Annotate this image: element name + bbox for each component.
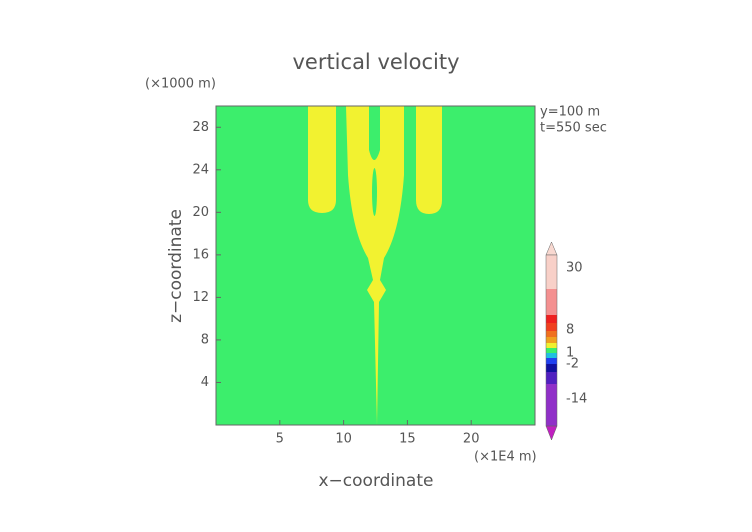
contour-field [215, 105, 536, 426]
y-tick-label: 24 [192, 162, 209, 177]
colorbar-segment [546, 255, 557, 289]
x-unit: (×1E4 m) [474, 450, 537, 465]
colorbar-segment [546, 372, 557, 384]
colorbar-segment [546, 337, 557, 343]
x-tick-label: 5 [276, 432, 284, 447]
region [416, 106, 442, 214]
y-tick-label: 12 [192, 290, 209, 305]
colorbar-arrow [545, 425, 558, 441]
y-tick-label: 28 [192, 120, 209, 135]
colorbar-segment [546, 358, 557, 364]
colorbar-tick-label: 30 [566, 261, 583, 276]
colorbar-segment [546, 348, 557, 353]
colorbar-segment [546, 364, 557, 372]
annotation: y=100 m [540, 105, 600, 120]
y-unit: (×1000 m) [145, 77, 216, 92]
colorbar-segment [546, 323, 557, 331]
y-axis-title: z−coordinate [166, 209, 186, 323]
region [372, 168, 377, 216]
colorbar-arrow [545, 241, 558, 256]
colorbar-segment [546, 289, 557, 315]
chart-title: vertical velocity [292, 50, 459, 74]
y-tick-label: 4 [201, 375, 209, 390]
x-tick-label: 10 [335, 432, 352, 447]
colorbar-segment [546, 315, 557, 323]
colorbar-segment [546, 384, 557, 426]
colorbar-segment [546, 343, 557, 348]
plot-frame [215, 105, 536, 426]
colorbar-tick-label: -14 [566, 392, 587, 407]
y-tick-label: 8 [201, 332, 209, 347]
colorbar-tick-label: 1 [566, 346, 574, 361]
colorbar-segment [546, 353, 557, 358]
annotation: t=550 sec [540, 121, 607, 136]
x-axis-title: x−coordinate [319, 471, 434, 491]
colorbar-segment [546, 331, 557, 337]
colorbar-frame [545, 254, 558, 427]
colorbar-tick-label: -2 [566, 357, 579, 372]
colorbar [545, 241, 558, 441]
region [308, 106, 336, 213]
x-tick-label: 20 [463, 432, 480, 447]
x-tick-label: 15 [399, 432, 416, 447]
colorbar-tick-label: 8 [566, 323, 574, 338]
y-tick-label: 16 [192, 247, 209, 262]
region [346, 106, 404, 425]
y-tick-label: 20 [192, 205, 209, 220]
region [369, 106, 380, 160]
